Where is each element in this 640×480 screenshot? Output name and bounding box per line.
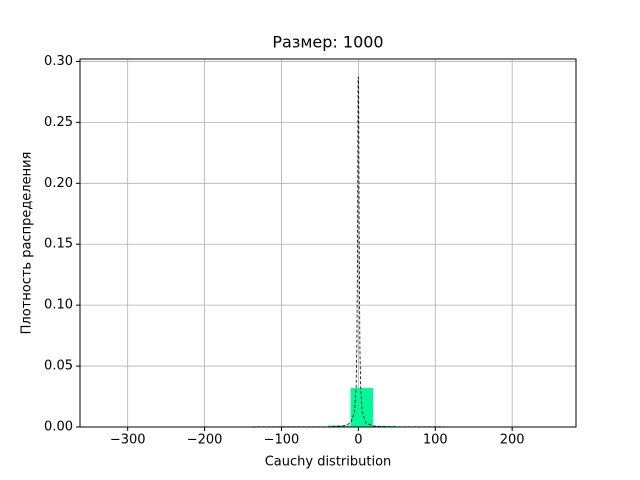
y-tick-label: 0.25 <box>44 115 73 130</box>
x-tick-label: −100 <box>264 433 300 448</box>
y-tick-label: 0.05 <box>44 359 73 374</box>
y-tick-label: 0.00 <box>44 420 73 435</box>
axes-frame <box>79 58 577 428</box>
y-tick-label: 0.20 <box>44 176 73 191</box>
x-tick-label: 0 <box>354 433 362 448</box>
density-curve <box>102 76 554 428</box>
x-tick-label: −300 <box>110 433 146 448</box>
y-tick-label: 0.15 <box>44 237 73 252</box>
y-tick-label: 0.30 <box>44 54 73 69</box>
y-tick-label: 0.10 <box>44 298 73 313</box>
x-tick-label: 100 <box>423 433 448 448</box>
chart-title: Размер: 1000 <box>272 33 383 52</box>
x-tick-label: 200 <box>500 433 525 448</box>
x-tick-label: −200 <box>187 433 223 448</box>
x-axis-label: Cauchy distribution <box>265 455 392 470</box>
y-axis-label: Плотность распределения <box>20 152 35 335</box>
